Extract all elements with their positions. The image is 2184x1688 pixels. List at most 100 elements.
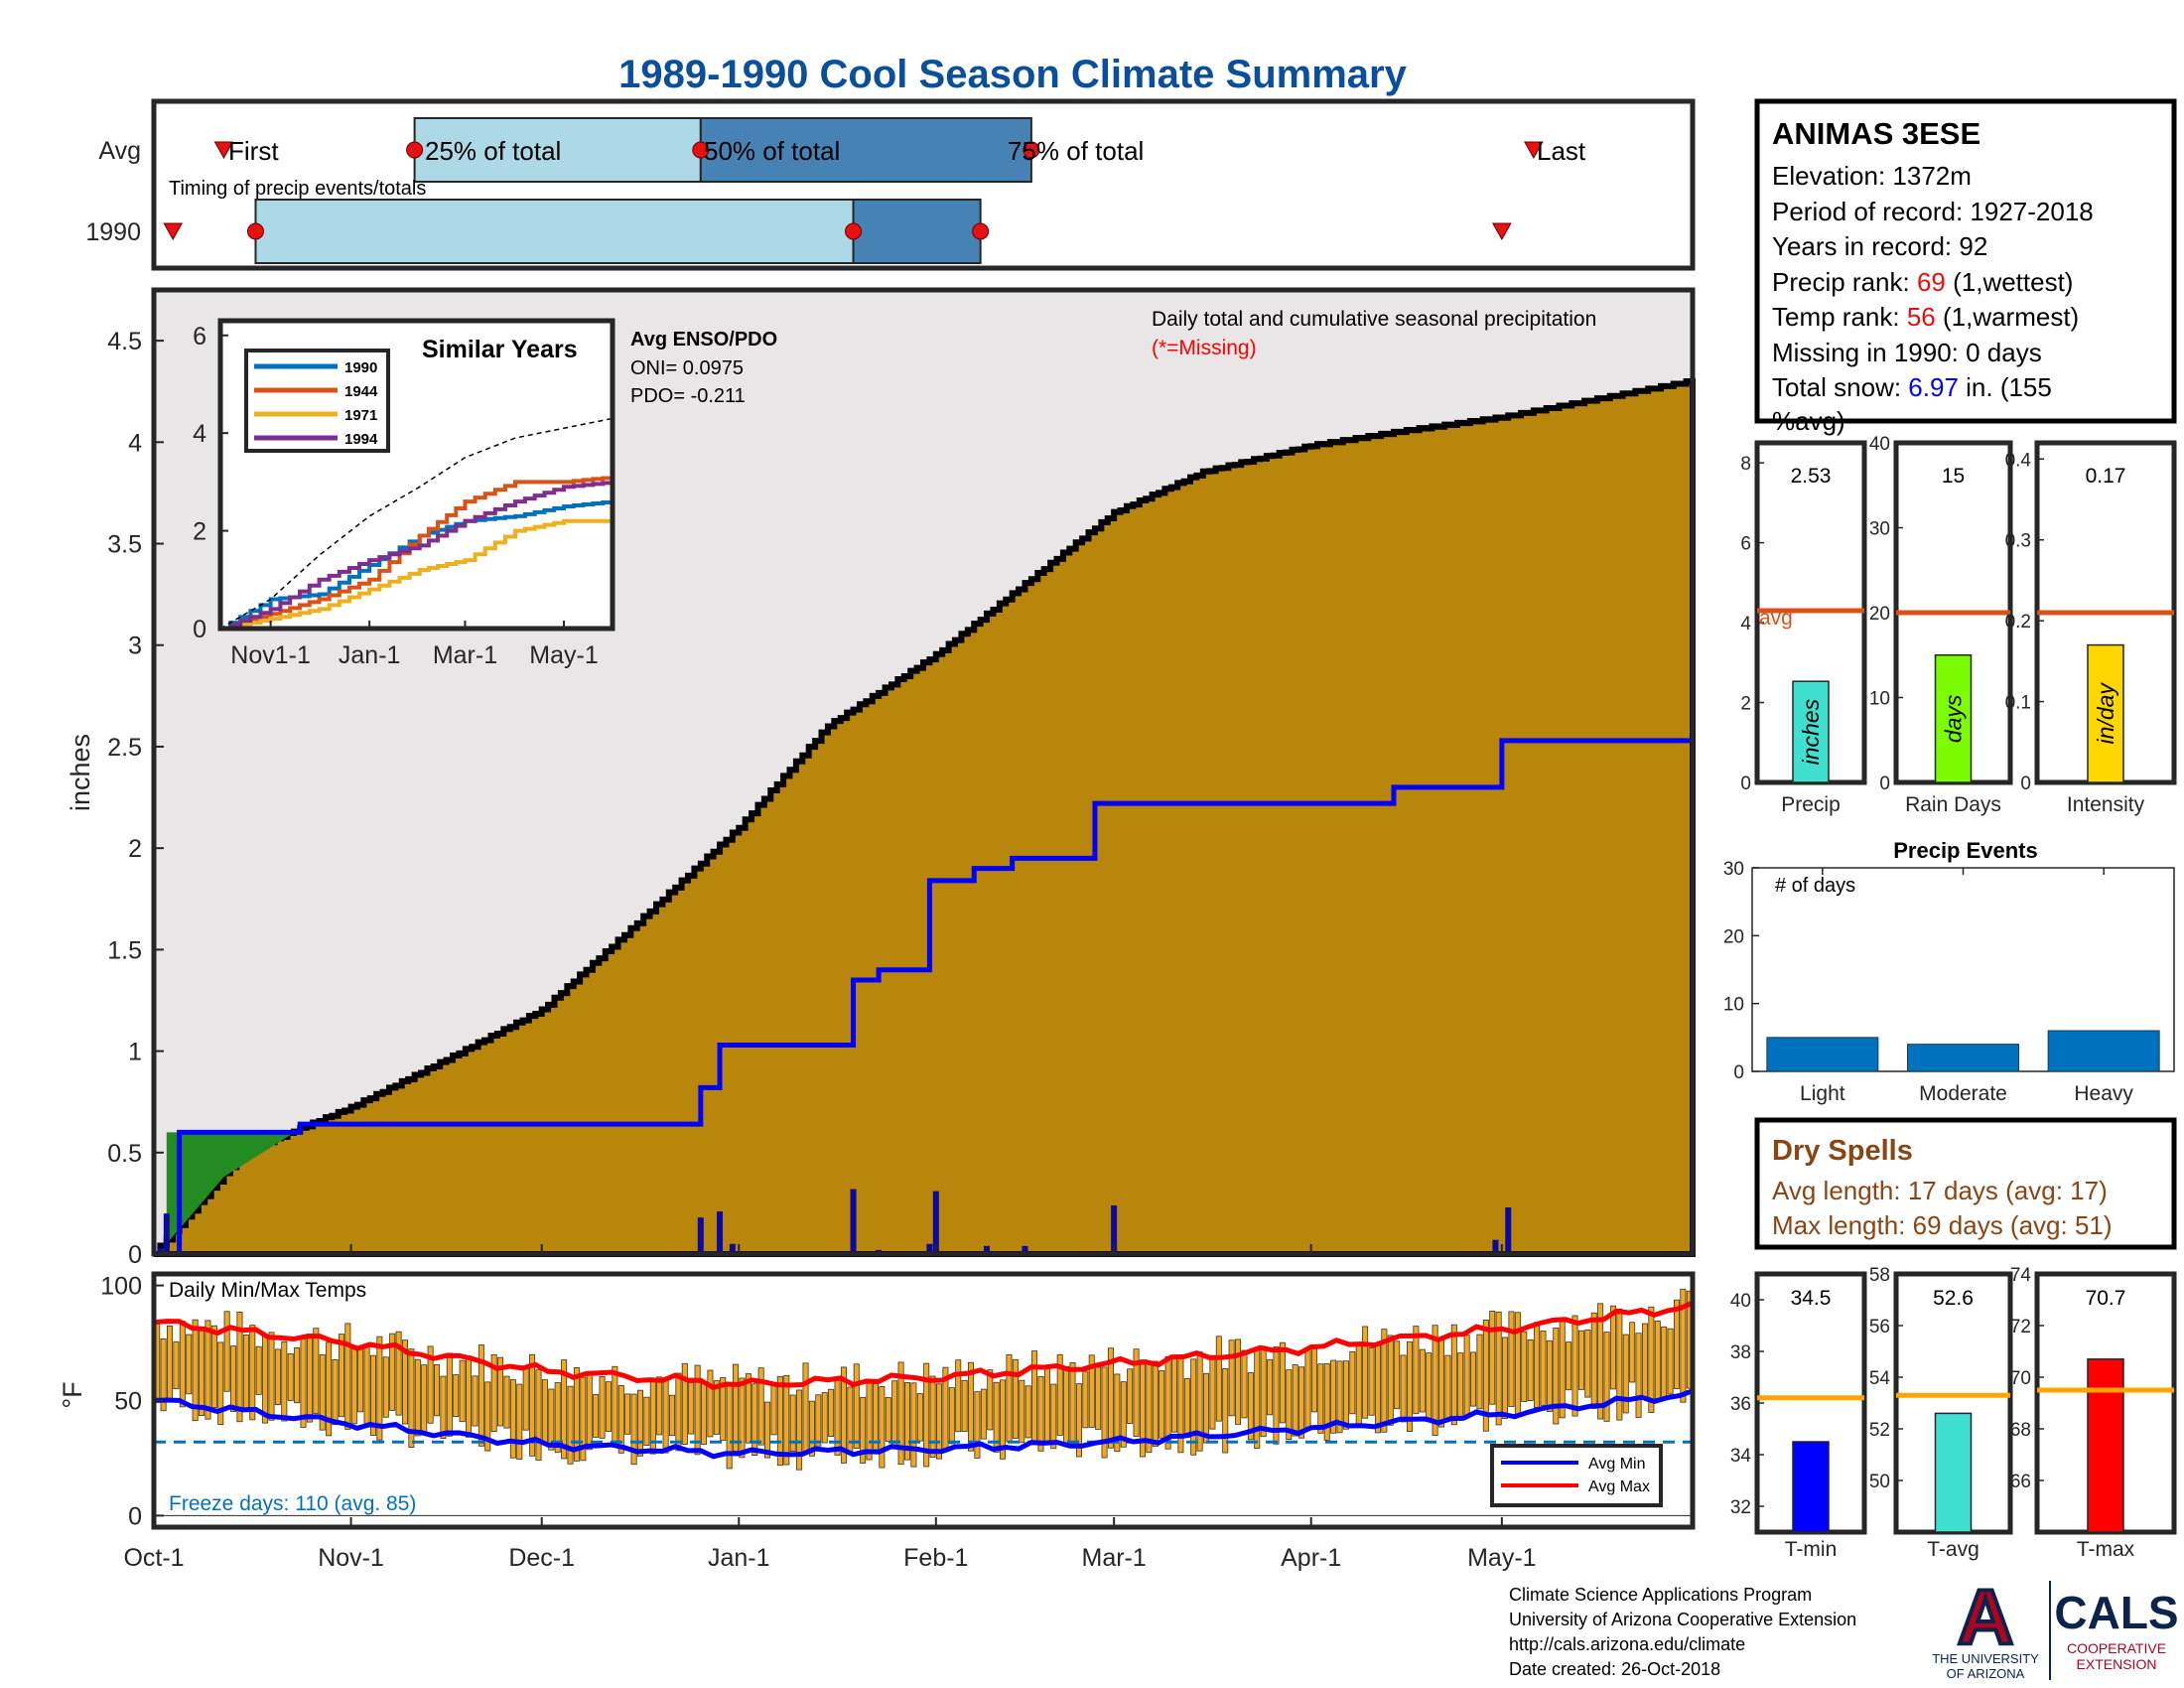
inset-average-line [219,417,614,630]
daily-temp-bar [1000,1379,1007,1460]
x-tick-label: Apr-1 [1281,1544,1341,1572]
timing-dot [692,141,710,159]
daily-temp-bar [344,1323,351,1430]
legend-avg-max: Avg Max [1588,1478,1650,1495]
daily-temp-bar [313,1328,320,1414]
daily-temp-bar [1482,1319,1489,1432]
daily-temp-bar [751,1383,758,1456]
footer-line-2: University of Arizona Cooperative Extens… [1509,1610,1856,1629]
dry-spells-max: Max length: 69 days (avg: 51) [1772,1210,2113,1240]
daily-temp-bar [1215,1336,1222,1422]
daily-temp-bar [199,1327,205,1416]
daily-precip-bar [157,1247,164,1254]
temp-summary-value-tmax: 70.7 [2086,1287,2126,1310]
daily-temp-bar [1292,1364,1298,1437]
daily-temp-bar [593,1394,600,1438]
daily-temp-bar [662,1377,669,1454]
x-tick-label: Mar-1 [1082,1544,1147,1572]
daily-temp-bar [796,1389,803,1471]
daily-temp-bar [561,1359,568,1460]
daily-temp-bar [350,1344,357,1425]
daily-temp-bar [1463,1335,1470,1416]
timing-dot [1023,141,1040,159]
daily-temp-bar [757,1367,764,1446]
daily-temp-bar [160,1338,167,1412]
daily-precip-bar [1111,1204,1118,1254]
temp-summary-value-tmin: 34.5 [1791,1287,1832,1310]
dry-spells-title: Dry Spells [1772,1135,1913,1167]
daily-temp-bar [1546,1339,1553,1412]
cals-logo-line-1: COOPERATIVE [2067,1640,2166,1656]
daily-temp-bar [1101,1366,1108,1459]
y-tick-label: 0 [128,1241,142,1269]
summary-y-tick-label: 2 [1740,694,1751,715]
temp-summary-label-tmax: T-max [2077,1538,2135,1561]
daily-temp-bar [1043,1366,1050,1443]
daily-temp-bar [1133,1348,1140,1438]
daily-temp-bar [1317,1363,1324,1434]
daily-temp-bar [828,1388,835,1438]
daily-temp-bar [1635,1333,1642,1418]
daily-temp-bar [1495,1311,1502,1426]
precip-events-bars: 0 10 20 30 Light Moderate Heavy [1723,859,2160,1105]
daily-temp-bar [681,1362,688,1445]
daily-temp-bar [903,1382,910,1461]
daily-temp-bar [1120,1381,1127,1448]
timing-box [254,199,855,264]
timing-bars [163,117,1544,264]
timing-label-first: First [228,136,279,166]
summary-value-intensity: 0.17 [2086,465,2126,488]
daily-temp-bar [879,1386,886,1469]
daily-temp-bar [401,1339,408,1425]
timing-dot [972,222,990,240]
daily-temp-bar [1502,1336,1509,1420]
temp-y-tick-label: 0 [128,1502,142,1530]
daily-temp-bar [376,1336,383,1441]
daily-temp-bar [300,1337,307,1428]
daily-temp-bar [808,1400,815,1457]
inset-title: Similar Years [422,336,578,363]
daily-temp-bar [535,1369,542,1461]
temperature-plot: Daily Min/Max Temps Freeze days: 110 (av… [58,1271,1696,1530]
daily-precip-bar [984,1245,991,1254]
daily-temp-bar [466,1355,473,1438]
cals-logo-text: CALS [2054,1587,2178,1638]
season-excess-fill [166,1128,301,1244]
temp-summary-y-tick-label: 58 [1869,1265,1890,1286]
daily-temp-bar [249,1325,256,1421]
summary-y-tick-label: 30 [1869,519,1890,540]
daily-temp-bar [1063,1365,1070,1444]
freeze-days-text: Freeze days: 110 (avg. 85) [169,1492,416,1515]
y-tick-label: 1 [128,1039,142,1066]
daily-temp-bar [885,1397,891,1442]
daily-temp-bar [427,1345,434,1424]
daily-temp-bar [1597,1303,1604,1420]
timing-triangle [163,222,184,241]
inset-legend-label: 1990 [344,359,377,376]
inset-x-tick-label: Jan-1 [339,641,401,669]
daily-temp-bar [1056,1353,1063,1436]
daily-temp-bar [230,1345,237,1412]
daily-temp-bar [764,1401,771,1459]
timing-subtitle: Timing of precip events/totals [169,178,426,200]
similar-years-lines [219,417,614,631]
inset-y-axis: 0 2 4 6 [193,323,228,643]
daily-temp-bar [1470,1351,1477,1407]
temp-summary-label-tmin: T-min [1785,1538,1838,1561]
temp-summary-y-tick-label: 68 [2010,1420,2031,1441]
inset-line-1971 [220,518,613,631]
daily-temp-bar [332,1359,339,1426]
daily-temp-bar [217,1341,224,1426]
temp-summary-y-tick-label: 34 [1730,1446,1752,1467]
station-name: ANIMAS 3ESE [1772,116,1980,151]
timing-row-label-1990: 1990 [85,218,141,246]
daily-temp-bar [1616,1308,1623,1421]
daily-temp-bar [605,1381,612,1432]
timing-panel: Avg 1990 First 25% of total 50% of total… [85,98,1696,271]
daily-temp-bar [1667,1328,1674,1395]
daily-temp-bar [1571,1315,1578,1417]
timing-label-25pct: 25% of total [425,136,561,166]
x-tick-label: May-1 [1467,1544,1536,1572]
daily-temp-bar [1190,1358,1197,1456]
